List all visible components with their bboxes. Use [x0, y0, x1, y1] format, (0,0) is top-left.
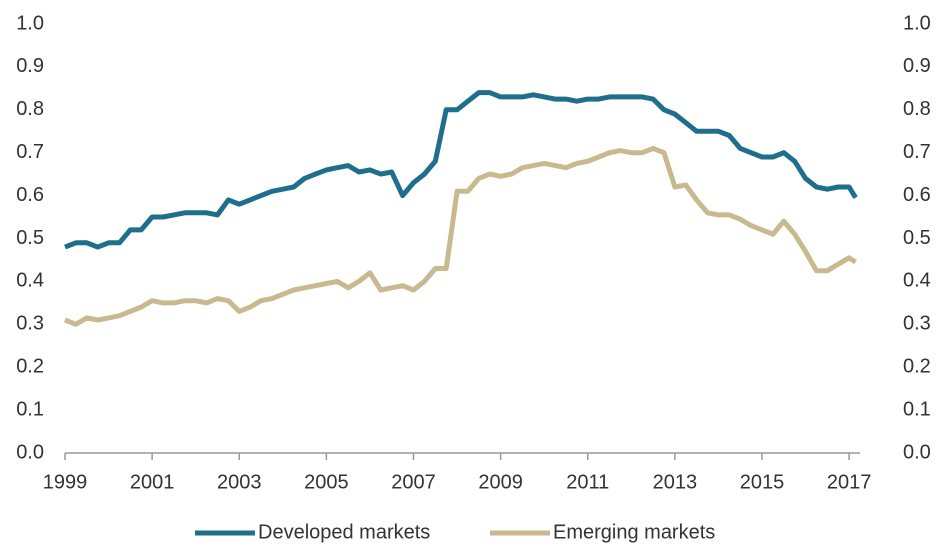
x-tick-label: 2013 [653, 471, 698, 493]
y2-tick-label: 0.5 [903, 227, 931, 249]
y-tick-label: 0.2 [16, 355, 44, 377]
y-tick-label: 0.5 [16, 227, 44, 249]
y2-tick-label: 0.9 [903, 55, 931, 77]
x-tick-label: 2017 [827, 471, 872, 493]
legend-label: Developed markets [258, 521, 430, 543]
series-line [64, 145, 857, 327]
y-tick-label: 1.0 [16, 12, 44, 34]
y-tick-label: 0.6 [16, 184, 44, 206]
x-tick-label: 2001 [130, 471, 175, 493]
y-tick-label: 0.8 [16, 98, 44, 120]
y2-tick-label: 0.4 [903, 270, 931, 292]
x-tick-label: 2011 [566, 471, 609, 493]
x-tick-label: 2009 [478, 471, 523, 493]
y-tick-label: 0.4 [16, 270, 44, 292]
y2-tick-label: 0.1 [903, 398, 931, 420]
legend-label: Emerging markets [553, 521, 715, 543]
y-tick-label: 0.0 [16, 441, 44, 463]
y-tick-label: 0.3 [16, 313, 44, 335]
x-tick-label: 2005 [304, 471, 349, 493]
series-line [64, 90, 858, 250]
y2-tick-label: 0.0 [903, 441, 931, 463]
y2-tick-label: 0.8 [903, 98, 931, 120]
y2-tick-label: 1.0 [903, 12, 931, 34]
x-tick-label: 2015 [740, 471, 785, 493]
x-tick-label: 2007 [391, 471, 436, 493]
y-tick-label: 0.9 [16, 55, 44, 77]
y-tick-label: 0.7 [16, 141, 44, 163]
x-tick-label: 1999 [43, 471, 88, 493]
x-tick-label: 2003 [217, 471, 262, 493]
y2-tick-label: 0.7 [903, 141, 931, 163]
y2-tick-label: 0.3 [903, 313, 931, 335]
y2-tick-label: 0.2 [903, 355, 931, 377]
y2-tick-label: 0.6 [903, 184, 931, 206]
y-tick-label: 0.1 [16, 398, 44, 420]
